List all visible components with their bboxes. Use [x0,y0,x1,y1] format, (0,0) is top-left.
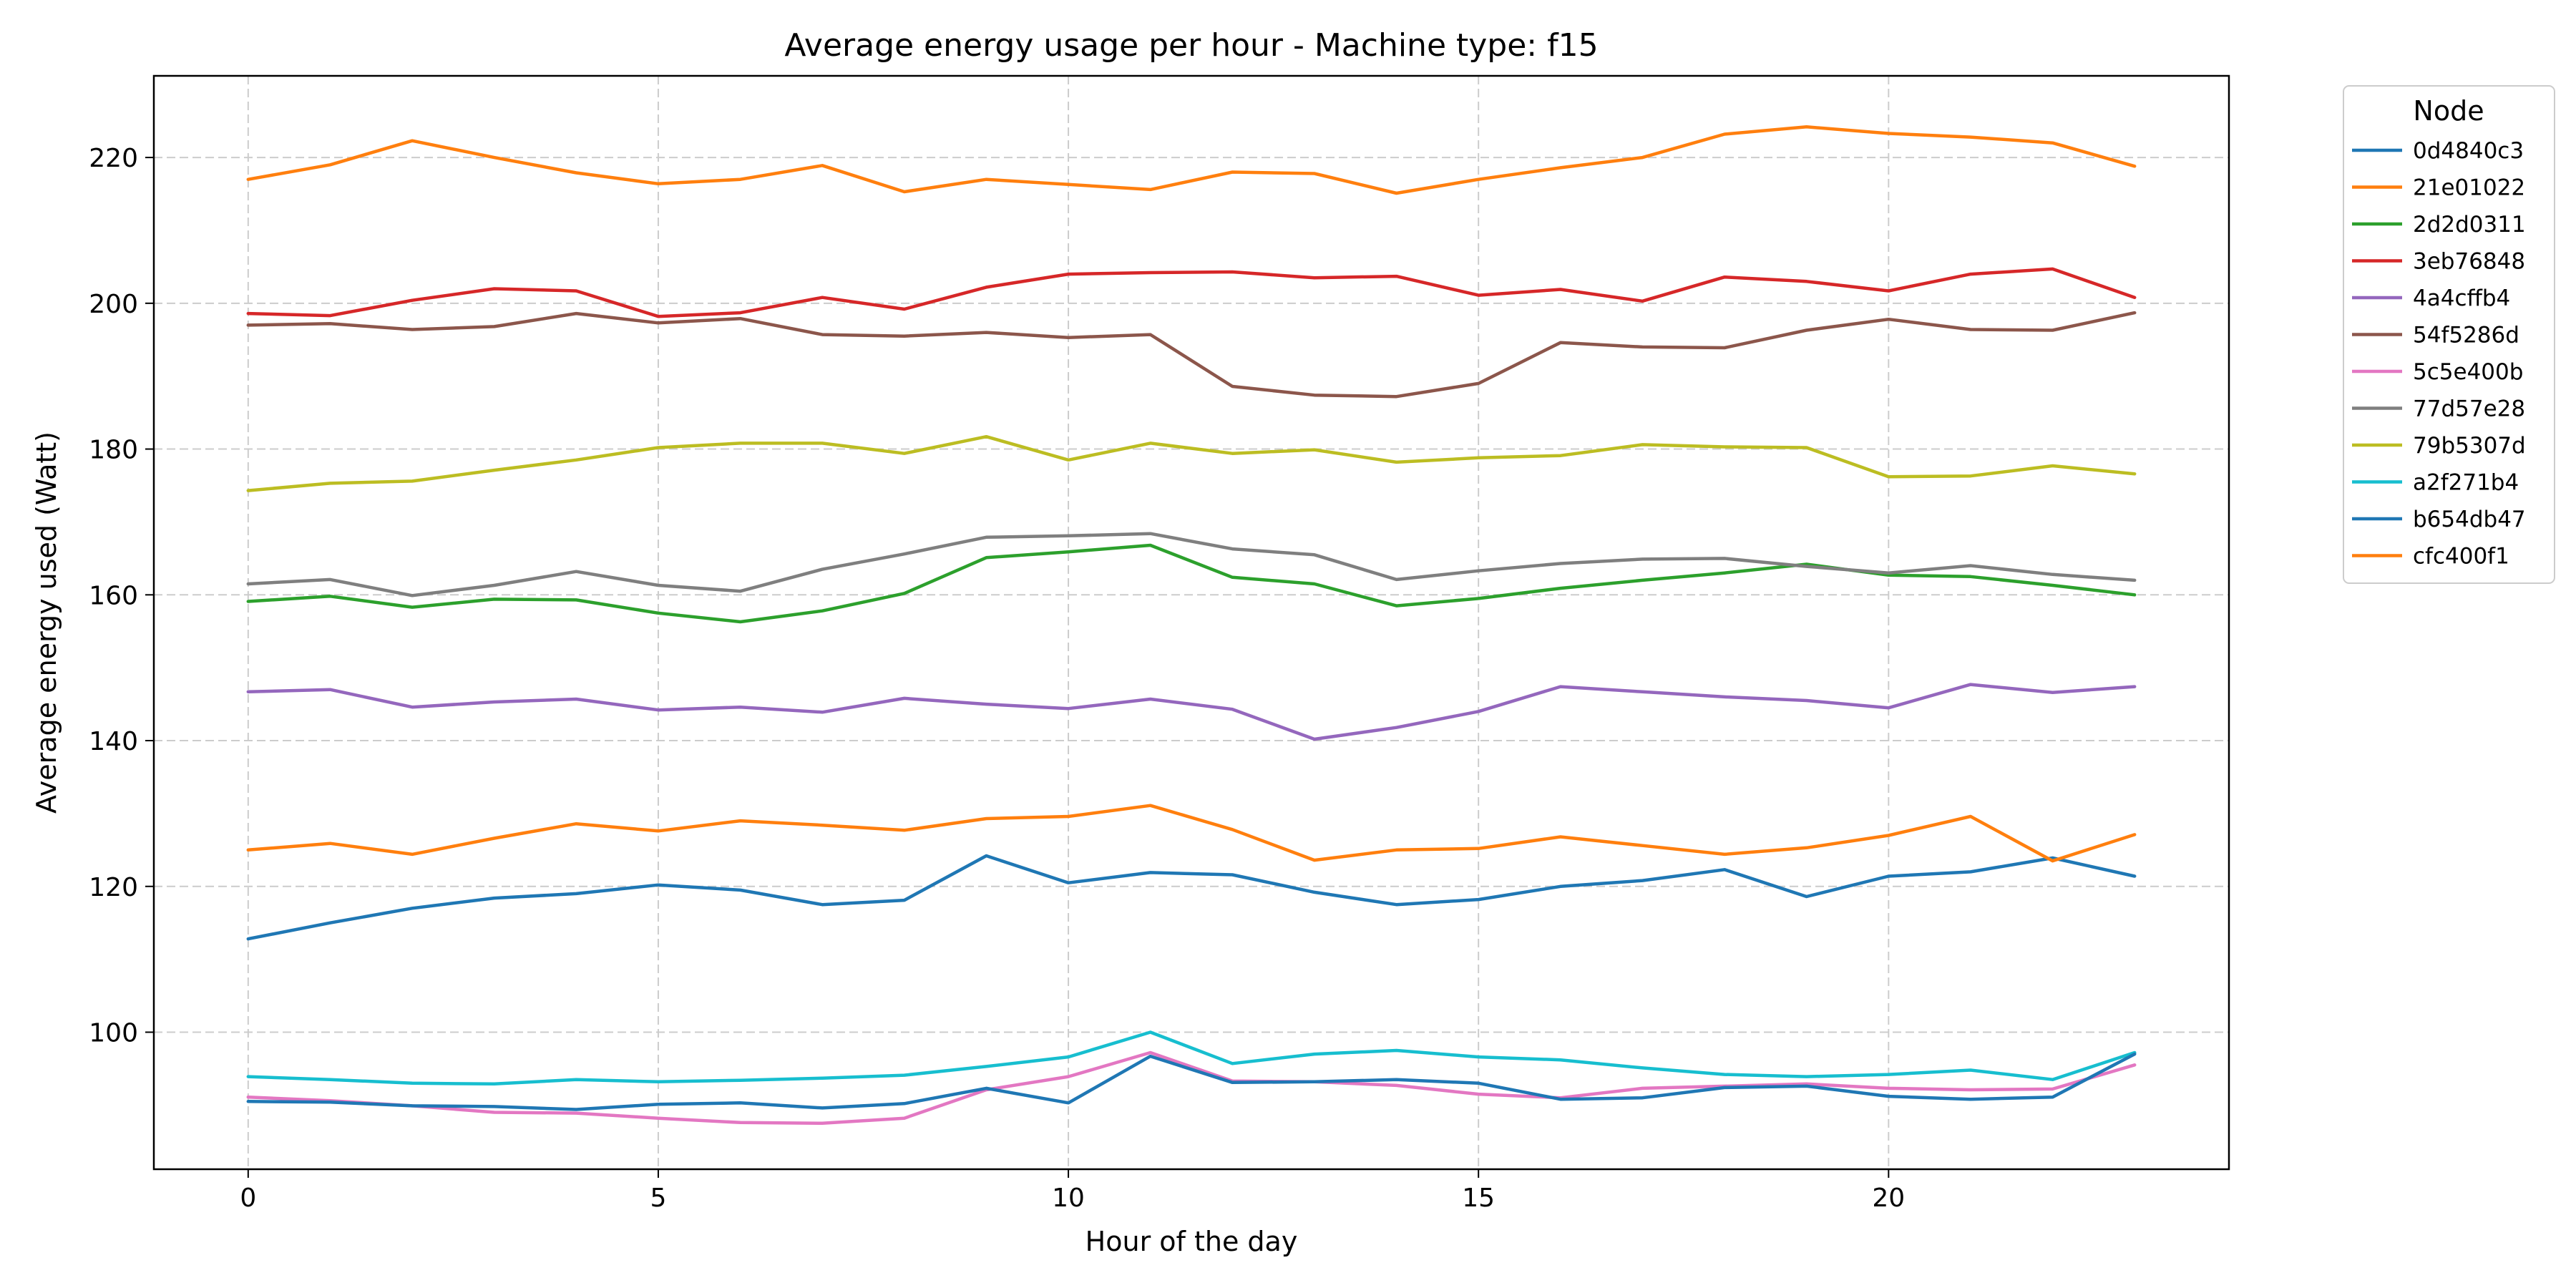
legend-label-b654db47: b654db47 [2413,507,2526,532]
x-tick-label: 0 [240,1184,256,1213]
plot-series [246,125,2137,1126]
series-line-cfc400f1 [246,804,2137,863]
legend-label-2d2d0311: 2d2d0311 [2413,212,2526,238]
chart-title: Average energy usage per hour - Machine … [784,27,1598,64]
x-tick-label: 15 [1462,1184,1495,1213]
legend: Node 0d4840c3 21e01022 2d2d0311 3eb76848 4a4… [2343,85,2555,584]
series-line-b654db47 [246,1052,2137,1111]
y-tick-label: 160 [89,581,138,610]
x-axis-label: Hour of the day [1085,1226,1298,1257]
legend-label-3eb76848: 3eb76848 [2413,249,2525,275]
series-line-5c5e400b [246,1050,2137,1126]
series-line-a2f271b4 [246,1030,2137,1086]
y-tick-label: 220 [89,144,138,173]
legend-title: Node [2413,95,2484,127]
x-tick-label: 10 [1052,1184,1085,1213]
y-tick-label: 200 [89,290,138,319]
series-line-77d57e28 [246,532,2137,597]
x-tick-label: 20 [1872,1184,1905,1213]
legend-label-54f5286d: 54f5286d [2413,323,2519,348]
series-line-21e01022 [246,125,2137,195]
series-line-4a4cffb4 [246,683,2137,741]
legend-box [2343,85,2555,584]
legend-label-79b5307d: 79b5307d [2413,433,2526,459]
y-axis-label: Average energy used (Watt) [31,431,62,814]
series-line-54f5286d [246,311,2137,399]
series-line-3eb76848 [246,267,2137,318]
series-line-79b5307d [246,434,2137,492]
axis-ticks: 0 5 10 15 20 100 120 140 160 180 200 220 [89,144,1905,1213]
legend-label-21e01022: 21e01022 [2413,175,2525,201]
y-tick-label: 100 [89,1018,138,1048]
x-tick-label: 5 [650,1184,666,1213]
plot-frame [152,74,2230,1171]
legend-label-a2f271b4: a2f271b4 [2413,470,2519,496]
series-line-0d4840c3 [246,854,2137,941]
y-tick-label: 120 [89,873,138,902]
y-tick-label: 140 [89,727,138,756]
legend-label-0d4840c3: 0d4840c3 [2413,138,2524,164]
y-tick-label: 180 [89,436,138,465]
legend-label-77d57e28: 77d57e28 [2413,396,2525,422]
legend-label-5c5e400b: 5c5e400b [2413,359,2523,385]
legend-label-cfc400f1: cfc400f1 [2413,544,2509,570]
legend-label-4a4cffb4: 4a4cffb4 [2413,286,2510,311]
